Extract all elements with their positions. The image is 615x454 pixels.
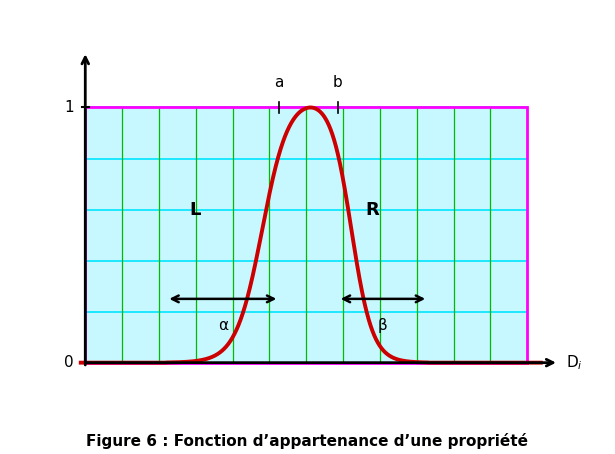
Text: L: L (189, 201, 200, 218)
Text: 0: 0 (65, 355, 74, 370)
Bar (85, 108, 527, 363)
Text: β: β (378, 318, 388, 333)
Text: b: b (333, 74, 343, 89)
Text: Figure 6 : Fonction d’appartenance d’une propriété: Figure 6 : Fonction d’appartenance d’une… (87, 434, 528, 449)
Text: α: α (218, 318, 228, 333)
Text: a: a (274, 74, 284, 89)
Text: D$_i$: D$_i$ (566, 353, 582, 372)
Text: 1: 1 (65, 100, 74, 115)
Bar (85, 108, 527, 363)
Text: R: R (365, 201, 379, 218)
